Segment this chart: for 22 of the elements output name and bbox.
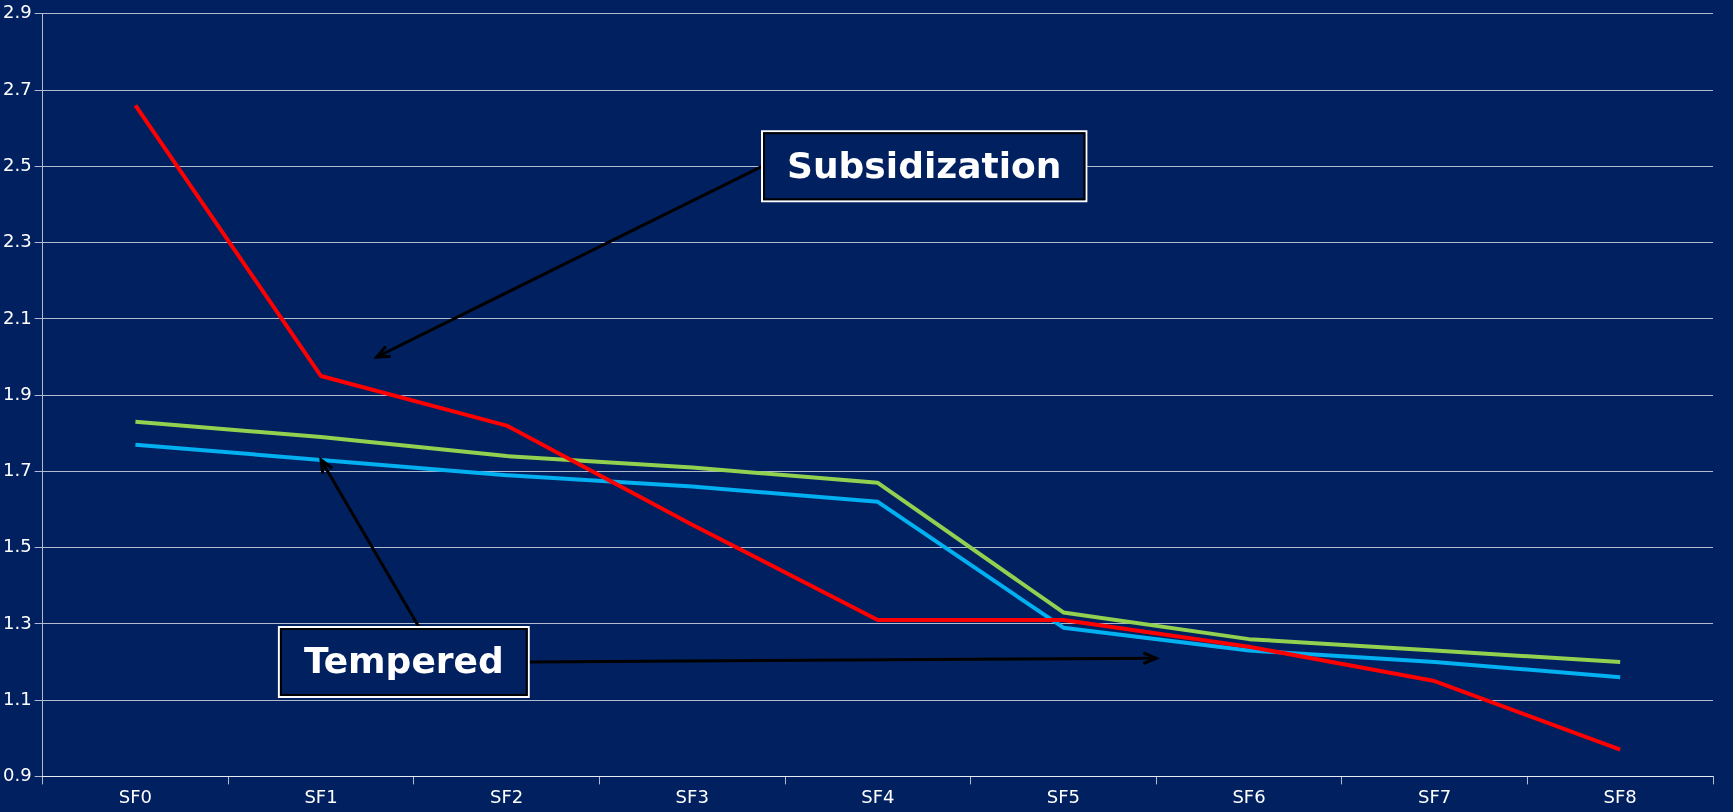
y-tick-label: 1.5 [2, 535, 32, 557]
x-tick-label: SF6 [1232, 785, 1266, 807]
y-tick-label: 2.9 [2, 1, 32, 23]
y-tick-label: 2.1 [2, 306, 32, 328]
x-tick-label: SF5 [1046, 785, 1081, 807]
y-tick-label: 1.9 [2, 382, 32, 404]
y-tick-label: 1.7 [2, 459, 32, 481]
x-tick-label: SF7 [1417, 785, 1452, 807]
x-tick-label: SF3 [675, 785, 709, 807]
x-tick-label: SF4 [861, 785, 895, 807]
annotation: Subsidization [787, 144, 1062, 186]
y-tick-label: 2.3 [2, 230, 32, 252]
y-tick-label: 1.1 [2, 687, 32, 709]
y-tick-label: 1.3 [2, 611, 32, 633]
x-tick-label: SF2 [490, 785, 524, 807]
x-tick-label: SF0 [118, 785, 153, 807]
y-tick-label: 2.5 [2, 153, 32, 175]
x-tick-label: SF1 [304, 785, 338, 807]
x-tick-label: SF8 [1603, 785, 1637, 807]
annotation: Tempered [303, 640, 504, 682]
y-tick-label: 0.9 [2, 764, 32, 786]
y-tick-label: 2.7 [2, 77, 32, 99]
